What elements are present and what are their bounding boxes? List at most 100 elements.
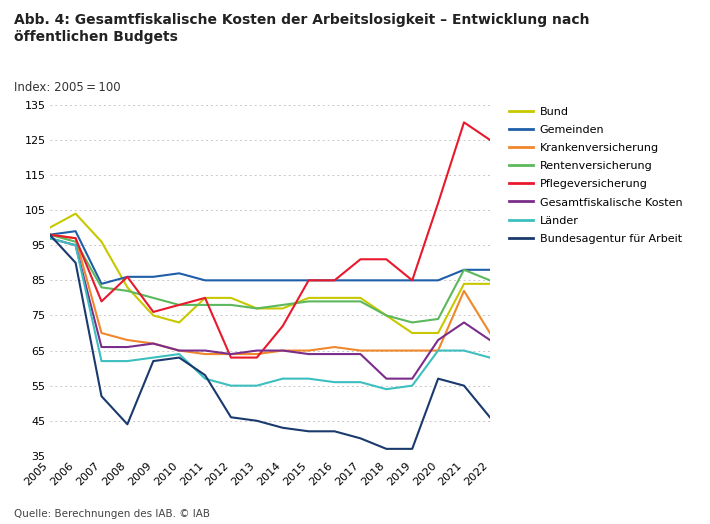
Pflegeversicherung <box>201 294 209 301</box>
Gemeinden <box>486 267 494 273</box>
Bundesagentur für Arbeit <box>486 414 494 420</box>
Krankenversicherung <box>330 344 339 350</box>
Bund <box>71 211 80 217</box>
Line: Pflegeversicherung: Pflegeversicherung <box>50 123 490 357</box>
Bundesagentur für Arbeit <box>71 260 80 266</box>
Pflegeversicherung <box>460 119 469 126</box>
Rentenversicherung <box>408 319 417 325</box>
Rentenversicherung <box>97 284 106 290</box>
Gesamtfiskalische Kosten <box>330 351 339 357</box>
Bundesagentur für Arbeit <box>356 435 365 441</box>
Gemeinden <box>330 277 339 283</box>
Bundesagentur für Arbeit <box>460 383 469 389</box>
Pflegeversicherung <box>45 232 54 238</box>
Krankenversicherung <box>97 330 106 336</box>
Krankenversicherung <box>45 232 54 238</box>
Line: Gemeinden: Gemeinden <box>50 231 490 284</box>
Line: Bundesagentur für Arbeit: Bundesagentur für Arbeit <box>50 235 490 449</box>
Bundesagentur für Arbeit <box>175 354 183 361</box>
Krankenversicherung <box>226 351 235 357</box>
Rentenversicherung <box>278 302 287 308</box>
Bund <box>123 284 131 290</box>
Gemeinden <box>201 277 209 283</box>
Pflegeversicherung <box>305 277 313 283</box>
Gesamtfiskalische Kosten <box>382 376 390 382</box>
Rentenversicherung <box>71 238 80 245</box>
Krankenversicherung <box>382 347 390 354</box>
Gesamtfiskalische Kosten <box>460 319 469 325</box>
Gesamtfiskalische Kosten <box>123 344 131 350</box>
Gemeinden <box>408 277 417 283</box>
Pflegeversicherung <box>123 274 131 280</box>
Pflegeversicherung <box>226 354 235 361</box>
Bundesagentur für Arbeit <box>226 414 235 420</box>
Bund <box>45 224 54 231</box>
Länder <box>382 386 390 392</box>
Länder <box>408 383 417 389</box>
Länder <box>486 354 494 361</box>
Pflegeversicherung <box>97 298 106 304</box>
Länder <box>123 358 131 364</box>
Pflegeversicherung <box>253 354 261 361</box>
Rentenversicherung <box>201 302 209 308</box>
Text: Abb. 4: Gesamtfiskalische Kosten der Arbeitslosigkeit – Entwicklung nach
öffentl: Abb. 4: Gesamtfiskalische Kosten der Arb… <box>14 13 590 45</box>
Krankenversicherung <box>460 288 469 294</box>
Gesamtfiskalische Kosten <box>408 376 417 382</box>
Länder <box>305 376 313 382</box>
Gesamtfiskalische Kosten <box>45 235 54 242</box>
Rentenversicherung <box>226 302 235 308</box>
Rentenversicherung <box>123 288 131 294</box>
Rentenversicherung <box>175 302 183 308</box>
Rentenversicherung <box>253 305 261 312</box>
Krankenversicherung <box>253 351 261 357</box>
Länder <box>226 383 235 389</box>
Gesamtfiskalische Kosten <box>201 347 209 354</box>
Krankenversicherung <box>123 337 131 343</box>
Pflegeversicherung <box>486 137 494 143</box>
Gemeinden <box>97 281 106 287</box>
Gemeinden <box>382 277 390 283</box>
Bundesagentur für Arbeit <box>201 372 209 378</box>
Gemeinden <box>45 232 54 238</box>
Text: Index: 2005 = 100: Index: 2005 = 100 <box>14 81 121 94</box>
Gesamtfiskalische Kosten <box>486 337 494 343</box>
Rentenversicherung <box>356 298 365 304</box>
Bund <box>382 312 390 319</box>
Krankenversicherung <box>305 347 313 354</box>
Länder <box>356 379 365 385</box>
Pflegeversicherung <box>330 277 339 283</box>
Gemeinden <box>434 277 442 283</box>
Pflegeversicherung <box>71 235 80 242</box>
Pflegeversicherung <box>278 323 287 329</box>
Bundesagentur für Arbeit <box>123 421 131 428</box>
Pflegeversicherung <box>175 302 183 308</box>
Länder <box>201 376 209 382</box>
Länder <box>175 351 183 357</box>
Rentenversicherung <box>305 298 313 304</box>
Bundesagentur für Arbeit <box>253 418 261 424</box>
Gemeinden <box>356 277 365 283</box>
Länder <box>278 376 287 382</box>
Bundesagentur für Arbeit <box>45 232 54 238</box>
Länder <box>434 347 442 354</box>
Bund <box>486 281 494 287</box>
Bund <box>330 294 339 301</box>
Bundesagentur für Arbeit <box>97 393 106 399</box>
Bundesagentur für Arbeit <box>408 446 417 452</box>
Bundesagentur für Arbeit <box>434 376 442 382</box>
Länder <box>71 242 80 248</box>
Gemeinden <box>460 267 469 273</box>
Rentenversicherung <box>382 312 390 319</box>
Gesamtfiskalische Kosten <box>175 347 183 354</box>
Gemeinden <box>305 277 313 283</box>
Pflegeversicherung <box>149 309 158 315</box>
Gesamtfiskalische Kosten <box>278 347 287 354</box>
Bundesagentur für Arbeit <box>330 428 339 434</box>
Krankenversicherung <box>71 235 80 242</box>
Gemeinden <box>175 270 183 277</box>
Gemeinden <box>149 274 158 280</box>
Bund <box>97 238 106 245</box>
Line: Länder: Länder <box>50 238 490 389</box>
Pflegeversicherung <box>356 256 365 263</box>
Rentenversicherung <box>45 232 54 238</box>
